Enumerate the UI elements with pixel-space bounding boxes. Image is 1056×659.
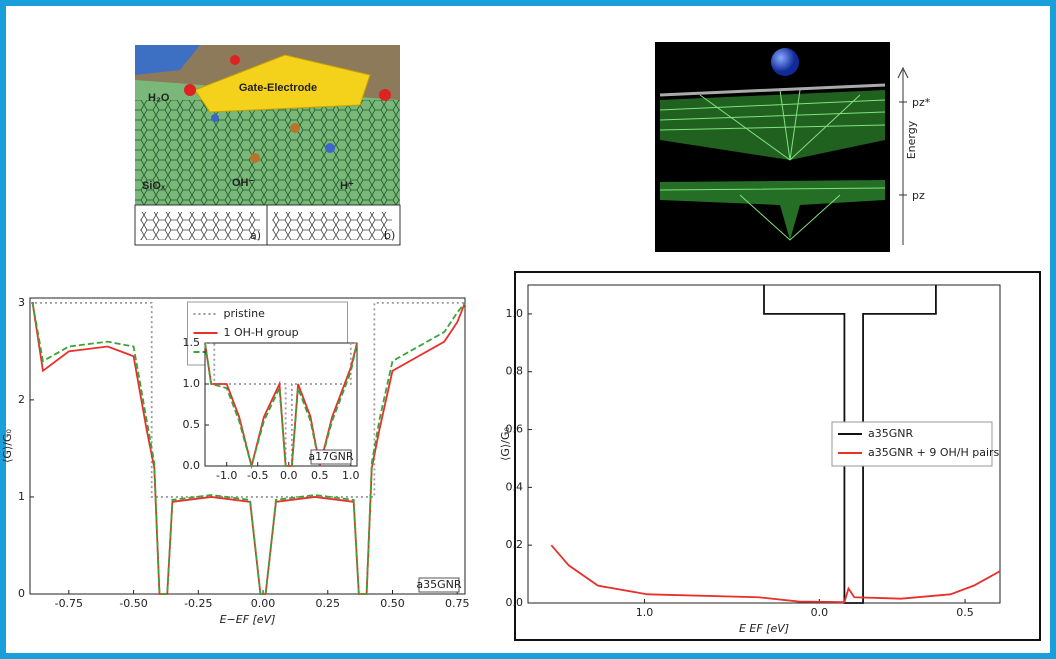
x-tick-label: 0.5 [311,469,329,482]
annotation: a17GNR [308,450,353,463]
x-tick-label: 0.75 [445,597,470,610]
y-axis-label: ⟨G⟩/G₀ [499,427,512,461]
x-tick-label: -0.5 [247,469,268,482]
y-tick-label: 0.4 [506,480,524,493]
x-tick-label: -0.50 [119,597,147,610]
label: H₂O [148,92,170,104]
page: Gate-Electrode H₂O SiOₓ OH⁻ H⁺ a) b) Ene… [0,0,1056,659]
y-tick-label: 3 [18,296,25,309]
legend-label: a35GNR [868,427,913,440]
label: SiOₓ [142,180,166,192]
annotation: a35GNR [416,578,461,591]
y-tick-label: 1.5 [183,336,201,349]
y-tick-label: 0.8 [506,365,524,378]
y-tick-label: 0.0 [506,596,524,609]
y-tick-label: 0.2 [506,538,524,551]
y-tick-label: 1 [18,490,25,503]
label: H⁺ [340,180,354,192]
x-tick-label: 1.0 [342,469,360,482]
legend-label: 1 OH-H group [224,326,299,339]
legend-label: pristine [224,307,266,320]
label: a) [250,229,261,242]
y-axis-label: ⟨G⟩/G₀ [1,429,14,463]
energy-illustration: Energy pz* pz [655,42,931,252]
x-tick-label: 0.0 [811,606,829,619]
x-tick-label: -1.0 [216,469,237,482]
x-tick-label: 0.25 [316,597,341,610]
y-tick-label: 1.0 [506,307,524,320]
x-tick-label: 0.00 [251,597,276,610]
label: Gate-Electrode [239,82,317,94]
legend-label: a35GNR + 9 OH/H pairs [868,446,1000,459]
level-label: pz [912,189,925,202]
axis-label: Energy [905,120,918,159]
y-tick-label: 1.0 [183,377,201,390]
level-label: pz* [912,96,931,109]
x-tick-label: 0.0 [280,469,298,482]
x-axis-label: E EF [eV] [739,622,789,635]
y-tick-label: 0 [18,587,25,600]
x-tick-label: -0.25 [184,597,212,610]
x-axis-label: E−EF [eV] [220,613,276,626]
y-tick-label: 0.5 [183,418,201,431]
device-illustration: Gate-Electrode H₂O SiOₓ OH⁻ H⁺ a) b) [135,45,400,245]
x-tick-label: -0.75 [55,597,83,610]
x-tick-label: 1.0 [636,606,654,619]
x-tick-label: 0.50 [380,597,405,610]
y-tick-label: 0.0 [183,459,201,472]
label: OH⁻ [232,177,255,189]
y-tick-label: 2 [18,393,25,406]
label: b) [384,229,395,242]
x-tick-label: 0.5 [956,606,974,619]
